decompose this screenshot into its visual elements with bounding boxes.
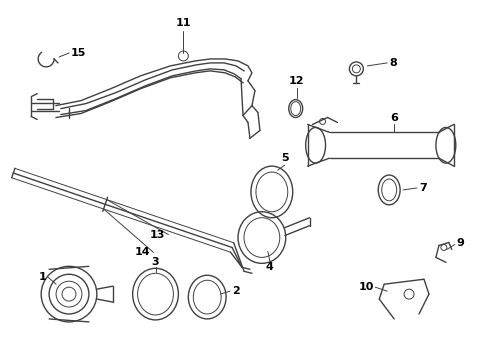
Text: 5: 5 [281, 153, 289, 163]
Text: 15: 15 [71, 48, 86, 58]
Text: 8: 8 [389, 58, 397, 68]
Text: 2: 2 [232, 286, 240, 296]
Text: 13: 13 [150, 230, 166, 239]
Text: 7: 7 [419, 183, 427, 193]
Text: 3: 3 [152, 257, 159, 267]
Text: 14: 14 [135, 247, 150, 257]
Text: 6: 6 [390, 113, 398, 123]
Text: 4: 4 [266, 262, 274, 272]
Text: 1: 1 [38, 272, 46, 282]
Text: 9: 9 [457, 238, 465, 248]
Text: 11: 11 [175, 18, 191, 28]
Text: 12: 12 [289, 76, 304, 86]
Text: 10: 10 [359, 282, 374, 292]
